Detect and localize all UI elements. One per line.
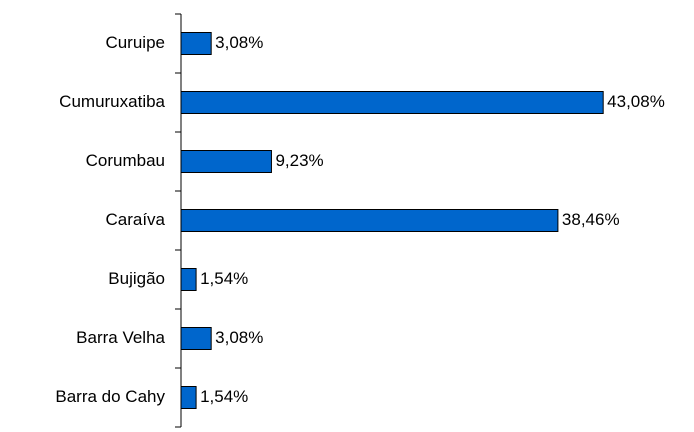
category-label: Barra do Cahy	[55, 387, 165, 406]
value-label: 43,08%	[607, 92, 665, 111]
category-label: Curuipe	[105, 33, 165, 52]
bar	[180, 150, 272, 173]
bar	[180, 386, 197, 409]
value-label: 3,08%	[215, 328, 263, 347]
category-label: Cumuruxatiba	[59, 92, 165, 111]
bar	[180, 91, 604, 114]
bar	[180, 327, 212, 350]
bar	[180, 268, 197, 291]
category-label: Barra Velha	[76, 328, 165, 347]
category-label: Caraíva	[105, 210, 165, 229]
category-label: Corumbau	[86, 151, 165, 170]
bar	[180, 209, 559, 232]
value-label: 1,54%	[200, 269, 248, 288]
value-label: 1,54%	[200, 387, 248, 406]
value-label: 9,23%	[275, 151, 323, 170]
bar	[180, 32, 212, 55]
value-label: 3,08%	[215, 33, 263, 52]
value-label: 38,46%	[562, 210, 620, 229]
category-label: Bujigão	[108, 269, 165, 288]
